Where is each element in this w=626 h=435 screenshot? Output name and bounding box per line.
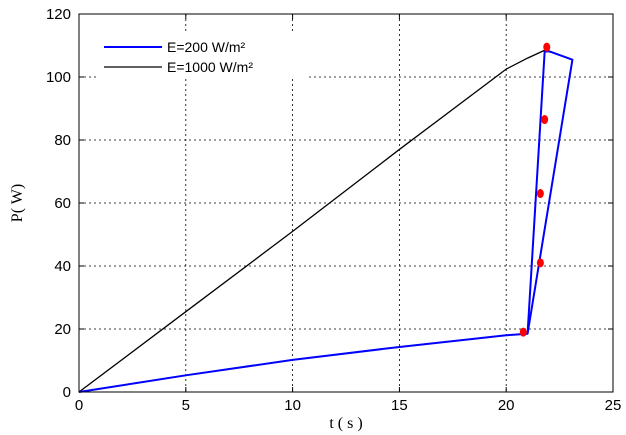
y-tick-label: 20 [54,321,71,338]
x-tick-label: 20 [498,397,515,414]
x-tick-label: 5 [182,397,190,414]
y-tick-label: 100 [46,69,71,86]
x-tick-label: 25 [605,397,622,414]
series-line-e1000 [78,49,552,393]
data-point-marker [543,42,551,52]
ticks: 0 5 10 15 20 25 0 20 40 60 80 100 120 [46,6,621,414]
data-point-marker [519,327,527,337]
y-axis-label: P( W) [9,184,26,222]
x-tick-label: 15 [391,397,408,414]
x-tick-label: 0 [75,397,83,414]
data-point-marker [541,115,549,125]
legend-box [98,34,308,78]
y-tick-label: 60 [54,195,71,212]
y-tick-label: 120 [46,6,71,23]
series-line-e200 [78,50,574,393]
grid [79,14,613,392]
x-tick-label: 10 [284,397,301,414]
x-axis-label: t ( s ) [329,415,362,432]
series-layer [78,42,574,393]
y-tick-label: 0 [63,384,71,401]
legend: E=200 W/m² E=1000 W/m² [98,34,308,78]
data-point-marker [536,189,544,199]
data-point-marker [536,258,544,268]
legend-entry-e200: E=200 W/m² [167,39,246,55]
y-tick-label: 80 [54,132,71,149]
y-tick-label: 40 [54,258,71,275]
legend-entry-e1000: E=1000 W/m² [167,59,253,75]
